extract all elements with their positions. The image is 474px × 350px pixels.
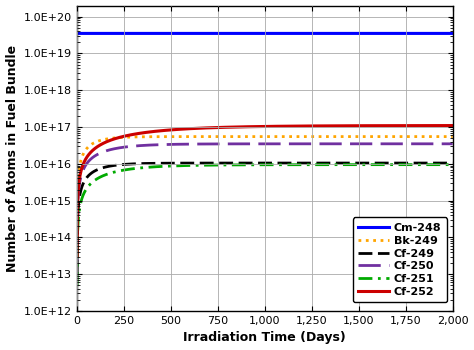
Cf-249 [355, 161, 360, 165]
Cf-252 [143, 131, 148, 135]
Cm-248 [450, 31, 456, 35]
Cf-250 [300, 142, 305, 146]
Cf-250 [218, 142, 223, 146]
Cf-252 [450, 124, 456, 128]
Cf-250 [450, 142, 456, 146]
Bk-249 [74, 241, 80, 246]
Legend: Cm-248, Bk-249, Cf-249, Cf-250, Cf-251, Cf-252: Cm-248, Bk-249, Cf-249, Cf-250, Cf-251, … [353, 217, 447, 302]
Line: Cf-249: Cf-249 [77, 163, 453, 273]
Cf-250 [383, 142, 389, 146]
Cf-252 [355, 124, 360, 128]
Cf-249 [450, 161, 456, 165]
Bk-249 [355, 134, 360, 139]
Cm-248 [218, 31, 223, 35]
Cm-248 [300, 31, 305, 35]
Cf-249 [319, 161, 324, 165]
Cf-251 [300, 163, 305, 167]
Cf-252 [300, 124, 305, 128]
Cm-248 [74, 31, 80, 35]
Cf-252 [218, 125, 223, 130]
Cf-252 [383, 124, 389, 128]
Cf-249 [300, 161, 305, 165]
Cf-251 [383, 162, 389, 167]
Cf-252 [74, 254, 80, 258]
Cm-248 [143, 31, 148, 35]
Cf-249 [383, 161, 389, 165]
Cf-251 [450, 162, 456, 167]
Line: Cf-250: Cf-250 [77, 144, 453, 261]
Y-axis label: Number of Atoms in Fuel Bundle: Number of Atoms in Fuel Bundle [6, 45, 18, 272]
Bk-249 [300, 134, 305, 139]
X-axis label: Irradiation Time (Days): Irradiation Time (Days) [183, 331, 346, 344]
Line: Bk-249: Bk-249 [77, 136, 453, 244]
Cf-251 [143, 166, 148, 170]
Line: Cf-252: Cf-252 [77, 126, 453, 256]
Cm-248 [383, 31, 389, 35]
Bk-249 [450, 134, 456, 139]
Cf-251 [319, 162, 324, 167]
Cf-251 [355, 162, 360, 167]
Cm-248 [355, 31, 360, 35]
Cf-251 [74, 284, 80, 288]
Bk-249 [383, 134, 389, 139]
Bk-249 [218, 134, 223, 139]
Cf-252 [319, 124, 324, 128]
Cf-249 [143, 161, 148, 166]
Cm-248 [319, 31, 324, 35]
Cf-249 [218, 161, 223, 165]
Cf-250 [355, 142, 360, 146]
Cf-250 [143, 143, 148, 147]
Line: Cf-251: Cf-251 [77, 164, 453, 286]
Bk-249 [319, 134, 324, 139]
Cf-250 [319, 142, 324, 146]
Cf-249 [74, 271, 80, 275]
Bk-249 [143, 135, 148, 139]
Cf-250 [74, 259, 80, 263]
Cf-251 [218, 163, 223, 167]
